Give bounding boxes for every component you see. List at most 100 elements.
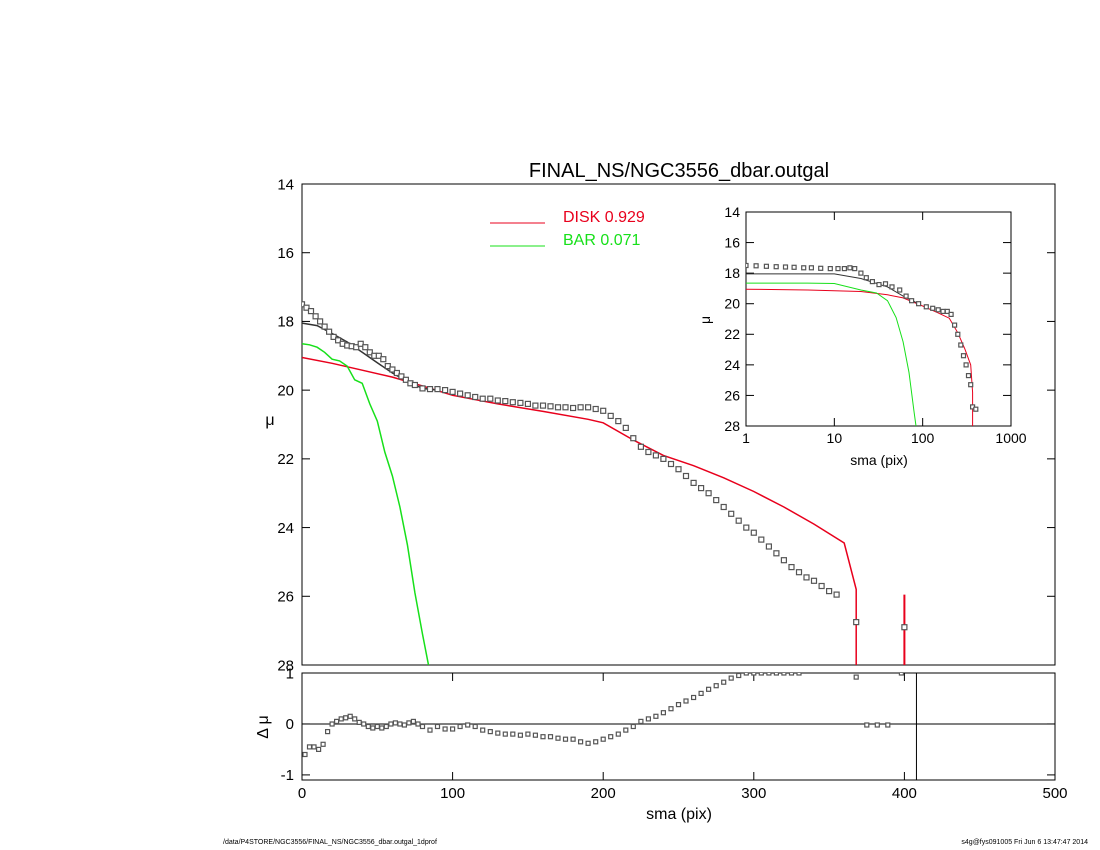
res-data-point [450,726,456,732]
main-data-point [326,328,333,335]
inset-data-point [852,266,858,272]
res-data-point [311,744,317,750]
main-data-point [833,591,840,598]
footer-file-path: /data/P4STORE/NGC3556/FINAL_NS/NGC3556_d… [223,839,437,846]
main-data-point [818,582,825,590]
inset-data-point [791,264,797,270]
main-ytick-label: 20 [277,382,294,399]
main-data-point [554,404,562,411]
main-data-point [720,503,727,511]
main-ytick-label: 18 [277,314,294,331]
res-data-point [329,721,335,727]
main-data-point [335,337,342,344]
main-data-point [502,398,509,405]
main-data-point [402,376,409,383]
inset-series-line-1 [746,282,917,426]
legend-bar-label: BAR 0.071 [563,232,640,249]
inset-ytick-label: 22 [724,326,740,342]
main-data-point [317,318,324,325]
res-data-point [410,718,416,725]
inset-data-point [940,308,946,314]
res-data-point [698,690,704,697]
main-ytick-label: 22 [277,451,294,468]
res-data-point [442,726,448,732]
res-data-point [766,673,772,676]
res-data-point [374,723,380,730]
res-data-point [457,723,463,730]
res-xtick-label: 200 [591,785,616,802]
res-data-point [721,679,727,685]
main-data-point [384,363,391,370]
res-data-point [427,727,433,733]
res-xtick-label: 0 [298,785,306,802]
main-data-point [357,340,364,347]
inset-ytick-label: 28 [724,418,740,434]
inset-y-axis: 14 16 18 20 22 24 26 28 [724,204,1011,434]
inset-data-point [753,263,759,269]
main-data-point [509,399,516,406]
res-data-point [401,722,407,728]
res-data-point [302,751,308,758]
res-data-point [638,718,644,725]
main-data-point [630,435,637,442]
main-data-point [321,323,328,330]
res-xtick-label: 500 [1042,785,1067,802]
main-data-point [803,574,810,581]
res-data-point [577,739,584,745]
main-data-point [682,472,690,480]
main-data-point [592,405,599,413]
res-data-point [370,725,376,731]
res-data-point [338,716,344,722]
res-data-point [885,722,891,728]
res-xtick-label: 400 [892,785,917,802]
res-data-point [406,720,412,726]
residual-series-group [302,673,1055,780]
main-data-point [735,517,742,524]
inset-data-point [863,275,869,281]
res-xtick-label: 100 [440,785,465,802]
main-data-point [472,393,479,401]
main-data-point [675,466,682,473]
res-ytick-label: 0 [286,716,294,733]
res-data-point [347,713,353,719]
res-data-point [758,673,764,676]
inset-series-line-2 [746,273,919,305]
main-ytick-label: 16 [277,245,294,262]
res-data-point [397,721,403,727]
main-data-point [393,369,400,377]
res-data-point [668,706,674,712]
inset-data-point [930,305,936,311]
main-series-group [302,301,908,665]
main-data-point [645,448,652,456]
inset-log-plot: 14 16 18 20 22 24 26 28 1 10 100 1000 sma (pix) μ [697,204,1027,468]
main-series-line-2 [302,322,438,391]
inset-series-group [746,262,979,426]
main-error-point [901,624,908,631]
inset-data-point [801,265,807,271]
main-data-point [667,460,675,468]
inset-data-point [897,287,903,293]
res-data-point [743,673,749,676]
res-data-point [683,698,689,704]
res-data-point [434,723,441,730]
inset-data-point [773,264,779,270]
res-data-point [525,731,531,737]
residual-ylabel: Δ μ [255,715,272,738]
inset-x-axis: 1 10 100 1000 [742,212,1027,446]
res-data-point [547,734,554,740]
inset-ytick-label: 18 [724,265,740,281]
res-data-point [751,673,757,676]
inset-data-point [847,265,853,271]
main-profile-plot: 14 16 18 20 22 24 26 28 μ DISK 0.929 BAR 0.071 [265,176,1056,674]
res-data-point [713,683,719,689]
res-data-point [472,723,478,730]
main-data-point [584,404,592,411]
main-data-point [780,557,788,564]
main-data-point [353,344,360,351]
inset-data-point [818,265,824,271]
res-data-point [585,740,591,746]
res-data-point [788,673,795,676]
res-data-point [361,721,367,727]
residual-xlabel: sma (pix) [646,806,712,823]
main-data-point [615,418,622,425]
